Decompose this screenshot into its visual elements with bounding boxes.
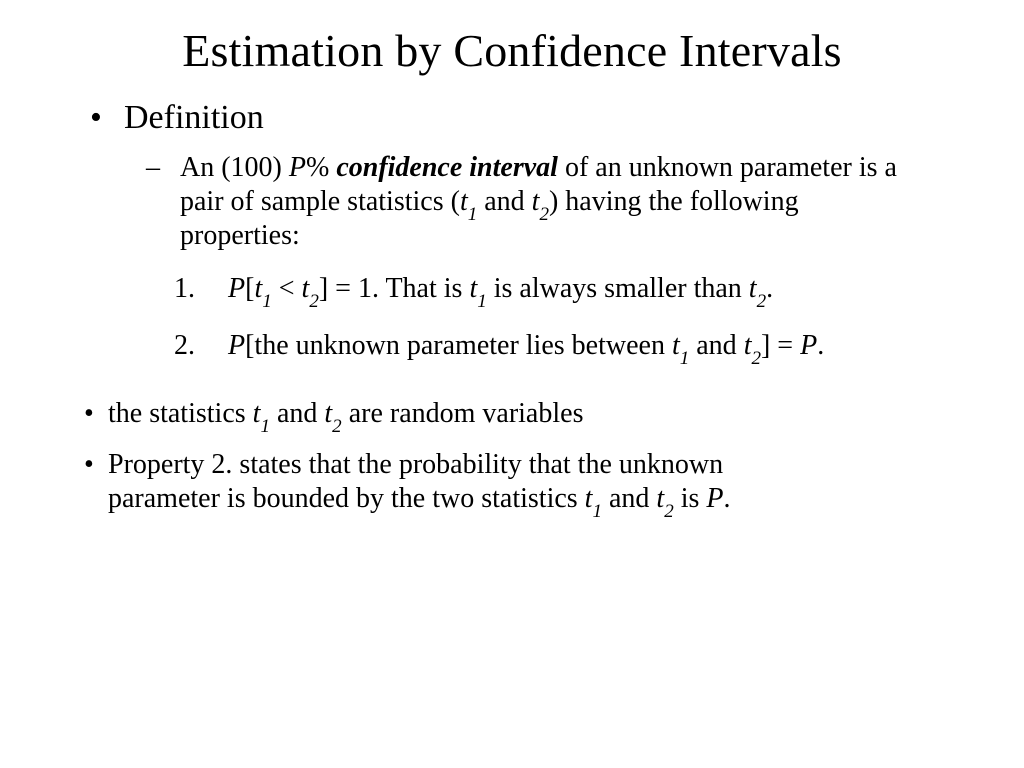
text	[342, 398, 349, 429]
text: and	[477, 186, 531, 217]
term-confidence-interval: confidence interval	[336, 152, 558, 183]
var-t2: t2	[656, 483, 673, 514]
text: .	[724, 483, 731, 514]
var-t2: t2	[302, 273, 319, 304]
var-t1: t1	[254, 273, 271, 304]
text: ] = 1. That is	[319, 273, 470, 304]
text: .	[766, 273, 773, 304]
text: %	[306, 152, 336, 183]
var-t2: t2	[324, 398, 341, 429]
note-property-2: Property 2. states that the probability …	[108, 448, 814, 516]
bullet-definition: Definition	[124, 99, 964, 137]
text: .	[817, 330, 824, 361]
var-P: P	[706, 483, 723, 514]
var-t1: t1	[585, 483, 602, 514]
var-t2: t2	[532, 186, 549, 217]
var-t1: t1	[469, 273, 486, 304]
definition-intro: An (100) P% confidence interval of an un…	[180, 151, 904, 253]
text: are random variables	[349, 398, 584, 429]
number-1: 1.	[174, 271, 214, 306]
var-P: P	[289, 152, 306, 183]
var-t2: t2	[749, 273, 766, 304]
var-t2: t2	[744, 330, 761, 361]
number-2: 2.	[174, 328, 214, 363]
var-P: P	[228, 330, 245, 361]
text: and	[270, 398, 324, 429]
property-2: 2. P[the unknown parameter lies between …	[180, 328, 934, 363]
slide: Estimation by Confidence Intervals Defin…	[0, 0, 1024, 768]
text: ] =	[761, 330, 800, 361]
text	[674, 483, 681, 514]
text: is	[681, 483, 707, 514]
note-random-variables: the statistics t1 and t2 are random vari…	[108, 397, 814, 431]
text: and	[689, 330, 743, 361]
property-2-text: P[the unknown parameter lies between t1 …	[228, 328, 934, 363]
var-t1: t1	[253, 398, 270, 429]
text: is always smaller than	[487, 273, 749, 304]
text: the statistics	[108, 398, 253, 429]
text: and	[602, 483, 656, 514]
var-P: P	[800, 330, 817, 361]
slide-title: Estimation by Confidence Intervals	[60, 24, 964, 77]
var-t1: t1	[460, 186, 477, 217]
property-1: 1. P[t1 < t2] = 1. That is t1 is always …	[180, 271, 934, 306]
var-t1: t1	[672, 330, 689, 361]
text: [the unknown parameter lies between	[245, 330, 672, 361]
var-P: P	[228, 273, 245, 304]
text: An (100)	[180, 152, 289, 183]
property-1-text: P[t1 < t2] = 1. That is t1 is always sma…	[228, 271, 934, 306]
text: <	[272, 273, 302, 304]
